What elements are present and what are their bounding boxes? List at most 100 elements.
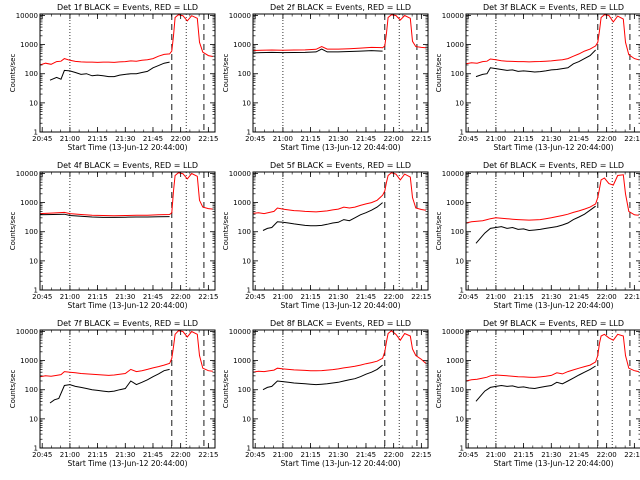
x-tick-label: 21:00 <box>273 451 293 459</box>
y-tick-label: 10000 <box>229 12 251 20</box>
detector-panel-9: 1 10 100 1000 10000 20:45 21:00 21:15 21:30 21:45… <box>435 319 640 468</box>
x-tick-label: 21:30 <box>541 135 561 143</box>
x-tick-label: 22:15 <box>624 451 640 459</box>
x-tick-label: 21:30 <box>115 451 135 459</box>
x-tick-label: 21:45 <box>569 451 589 459</box>
x-tick-label: 22:15 <box>198 135 218 143</box>
plot-frame <box>39 13 216 133</box>
y-axis-label: Counts/sec <box>222 212 230 251</box>
plot-frame <box>252 13 429 133</box>
x-tick-label: 21:15 <box>301 293 321 301</box>
y-tick-label: 100 <box>451 386 464 394</box>
x-tick-label: 21:30 <box>115 293 135 301</box>
x-tick-label: 20:45 <box>32 135 52 143</box>
series-events-line <box>49 368 170 404</box>
y-tick-label: 1000 <box>20 357 38 365</box>
x-tick-label: 21:00 <box>486 293 506 301</box>
y-tick-label: 10000 <box>442 170 464 178</box>
x-tick-label: 20:45 <box>245 293 265 301</box>
y-tick-label: 1 <box>460 287 464 295</box>
y-tick-label: 1 <box>34 287 38 295</box>
series-lld-line <box>252 330 427 373</box>
x-tick-label: 21:00 <box>486 451 506 459</box>
x-tick-label: 20:45 <box>458 293 478 301</box>
x-tick-label: 22:15 <box>411 451 431 459</box>
plot-frame <box>39 329 216 449</box>
y-tick-label: 10 <box>455 257 464 265</box>
panel-title: Det 3f BLACK = Events, RED = LLD <box>483 3 624 12</box>
x-tick-label: 22:00 <box>384 135 404 143</box>
x-tick-label: 21:00 <box>60 135 80 143</box>
x-axis-label: Start Time (13-Jun-12 20:44:00) <box>494 459 614 468</box>
y-tick-label: 1 <box>247 445 251 453</box>
y-tick-label: 1000 <box>20 199 38 207</box>
y-tick-label: 10000 <box>229 328 251 336</box>
series-events-line <box>475 49 596 78</box>
y-tick-label: 10 <box>242 99 251 107</box>
x-tick-label: 21:30 <box>541 451 561 459</box>
y-tick-label: 10 <box>455 99 464 107</box>
y-tick-label: 1 <box>460 445 464 453</box>
y-tick-label: 10000 <box>16 328 38 336</box>
x-tick-label: 21:00 <box>486 135 506 143</box>
y-tick-label: 1000 <box>446 199 464 207</box>
x-tick-label: 21:15 <box>301 135 321 143</box>
x-axis-label: Start Time (13-Jun-12 20:44:00) <box>494 143 614 152</box>
series-lld-line <box>252 172 426 215</box>
y-tick-label: 10000 <box>442 328 464 336</box>
y-tick-label: 100 <box>25 228 38 236</box>
y-axis-label: Counts/sec <box>222 370 230 409</box>
y-tick-label: 1000 <box>233 199 251 207</box>
x-tick-label: 21:45 <box>356 135 376 143</box>
y-tick-label: 100 <box>238 70 251 78</box>
x-tick-label: 21:30 <box>541 293 561 301</box>
x-tick-label: 22:00 <box>384 451 404 459</box>
y-axis-label: Counts/sec <box>222 54 230 93</box>
y-tick-label: 1000 <box>446 357 464 365</box>
detector-panel-2: 1 10 100 1000 10000 20:45 21:00 21:15 21:30 21:45… <box>222 3 431 152</box>
y-axis-label: Counts/sec <box>435 54 443 93</box>
series-events-line <box>49 61 170 81</box>
y-tick-label: 1000 <box>233 41 251 49</box>
x-tick-label: 22:00 <box>171 293 191 301</box>
series-lld-line <box>39 172 213 217</box>
panel-title: Det 5f BLACK = Events, RED = LLD <box>270 161 411 170</box>
detector-panel-4: 1 10 100 1000 10000 20:45 21:00 21:15 21:30 21:45… <box>9 161 218 310</box>
x-axis-label: Start Time (13-Jun-12 20:44:00) <box>281 143 401 152</box>
x-tick-label: 20:45 <box>245 451 265 459</box>
y-axis-label: Counts/sec <box>435 370 443 409</box>
x-tick-label: 22:00 <box>597 451 617 459</box>
panel-title: Det 2f BLACK = Events, RED = LLD <box>270 3 411 12</box>
x-tick-label: 21:30 <box>328 451 348 459</box>
panel-title: Det 1f BLACK = Events, RED = LLD <box>57 3 198 12</box>
y-tick-label: 100 <box>238 386 251 394</box>
x-tick-label: 21:15 <box>88 135 108 143</box>
detector-panel-5: 1 10 100 1000 10000 20:45 21:00 21:15 21:30 21:45… <box>222 161 431 310</box>
series-lld-line <box>465 333 639 382</box>
y-tick-label: 10000 <box>16 12 38 20</box>
y-tick-label: 100 <box>25 70 38 78</box>
y-tick-label: 1 <box>34 445 38 453</box>
x-tick-label: 21:15 <box>88 293 108 301</box>
x-tick-label: 22:15 <box>411 135 431 143</box>
x-tick-label: 22:00 <box>171 135 191 143</box>
y-tick-label: 10000 <box>442 12 464 20</box>
y-tick-label: 1 <box>247 129 251 137</box>
series-events-line <box>475 365 596 402</box>
x-tick-label: 22:15 <box>411 293 431 301</box>
plot-frame <box>252 171 429 291</box>
x-tick-label: 20:45 <box>245 135 265 143</box>
x-axis-label: Start Time (13-Jun-12 20:44:00) <box>281 301 401 310</box>
series-events-line <box>262 202 383 231</box>
detector-panel-7: 1 10 100 1000 10000 20:45 21:00 21:15 21:30 21:45… <box>9 319 218 468</box>
x-axis-label: Start Time (13-Jun-12 20:44:00) <box>494 301 614 310</box>
detector-panel-6: 1 10 100 1000 10000 20:45 21:00 21:15 21:30 21:45… <box>435 161 640 310</box>
plot-frame <box>465 13 640 133</box>
detector-panel-1: 1 10 100 1000 10000 20:45 21:00 21:15 21:30 21:45… <box>9 3 218 152</box>
y-tick-label: 1000 <box>20 41 38 49</box>
y-axis-label: Counts/sec <box>9 212 17 251</box>
x-tick-label: 22:15 <box>624 293 640 301</box>
y-tick-label: 10000 <box>16 170 38 178</box>
series-events-line <box>39 213 170 218</box>
x-tick-label: 21:15 <box>514 451 534 459</box>
